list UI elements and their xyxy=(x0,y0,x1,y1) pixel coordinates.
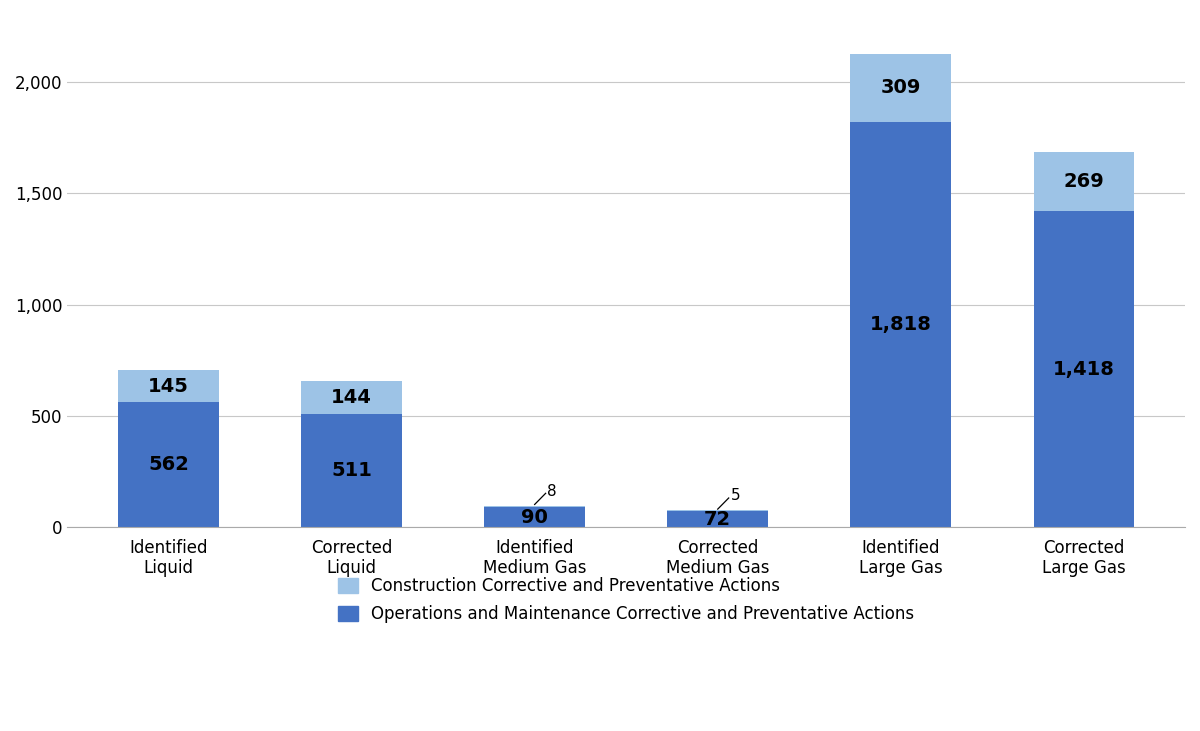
Text: 1,418: 1,418 xyxy=(1052,360,1115,379)
Text: 269: 269 xyxy=(1063,172,1104,191)
Bar xyxy=(1033,211,1134,527)
Text: 145: 145 xyxy=(148,376,188,395)
Bar xyxy=(118,402,218,527)
Text: 511: 511 xyxy=(331,461,372,480)
Text: 8: 8 xyxy=(547,484,557,499)
Text: 72: 72 xyxy=(704,510,731,529)
Bar xyxy=(301,382,402,414)
Bar xyxy=(485,507,584,527)
Text: 562: 562 xyxy=(148,455,188,474)
Text: 90: 90 xyxy=(521,508,548,527)
Bar xyxy=(667,512,768,527)
Legend: Construction Corrective and Preventative Actions, Operations and Maintenance Cor: Construction Corrective and Preventative… xyxy=(330,569,923,632)
Bar xyxy=(118,370,218,402)
Bar xyxy=(851,53,952,122)
Text: 1,818: 1,818 xyxy=(870,315,931,334)
Bar xyxy=(851,122,952,527)
Text: 5: 5 xyxy=(731,488,740,503)
Bar xyxy=(485,506,584,507)
Bar xyxy=(301,414,402,527)
Bar xyxy=(1033,151,1134,211)
Bar xyxy=(667,510,768,512)
Text: 309: 309 xyxy=(881,78,920,97)
Text: 144: 144 xyxy=(331,388,372,407)
